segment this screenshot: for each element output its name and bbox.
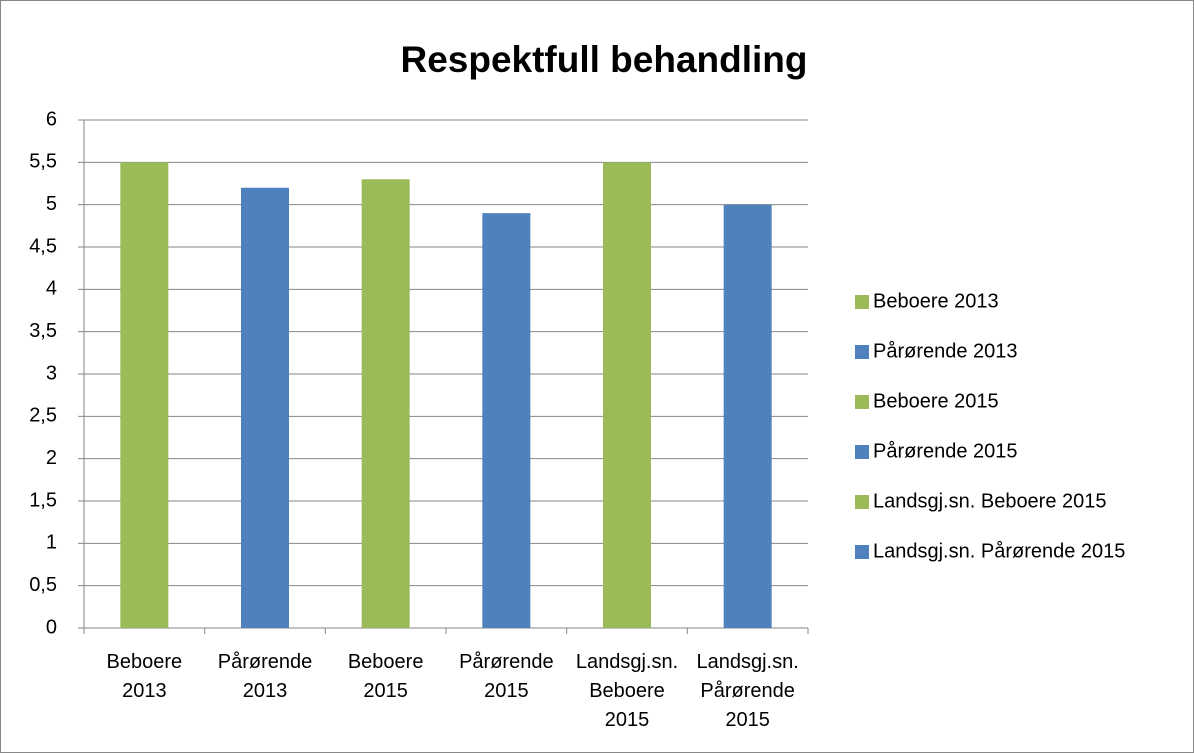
x-tick-label: Pårørende 2013	[217, 651, 313, 702]
legend-swatch	[855, 445, 869, 459]
legend-swatch	[855, 495, 869, 509]
bar	[361, 179, 410, 628]
x-tick-label: Pårørende 2015	[459, 651, 554, 702]
legend-label: Beboere 2013	[873, 290, 999, 312]
x-tick-label: Landsgj.sn. Pårørende 2015	[696, 651, 799, 731]
bar	[723, 204, 772, 628]
y-tick-label: 5	[46, 193, 57, 215]
bar	[482, 213, 531, 628]
y-tick-label: 1,5	[29, 489, 57, 511]
legend-swatch	[855, 295, 869, 309]
y-tick-label: 0	[46, 616, 57, 638]
bar	[241, 187, 289, 628]
legend-swatch	[855, 345, 869, 359]
y-tick-label: 2	[46, 447, 57, 469]
legend-label: Landsgj.sn. Pårørende 2015	[873, 540, 1125, 562]
legend-swatch	[855, 395, 869, 409]
legend-label: Beboere 2015	[873, 390, 999, 412]
bar	[603, 162, 651, 629]
x-tick-label: Landsgj.sn. Beboere 2015	[575, 651, 679, 731]
bar	[120, 162, 169, 629]
chart-title: Respektfull behandling	[400, 39, 807, 80]
y-tick-label: 4,5	[29, 235, 57, 257]
x-tick-label: Beboere 2013	[106, 651, 183, 702]
legend-label: Pårørende 2013	[873, 340, 1018, 362]
y-tick-label: 3,5	[29, 320, 57, 342]
y-tick-label: 1	[46, 532, 57, 554]
y-tick-label: 3	[46, 362, 57, 384]
legend-label: Landsgj.sn. Beboere 2015	[873, 490, 1107, 512]
legend-label: Pårørende 2015	[873, 440, 1018, 462]
y-tick-label: 4	[46, 278, 57, 300]
y-tick-label: 6	[46, 108, 57, 130]
legend-swatch	[855, 545, 869, 559]
y-tick-label: 5,5	[29, 151, 57, 173]
y-tick-label: 2,5	[29, 405, 57, 427]
y-tick-label: 0,5	[29, 574, 57, 596]
x-tick-label: Beboere 2015	[347, 651, 424, 702]
